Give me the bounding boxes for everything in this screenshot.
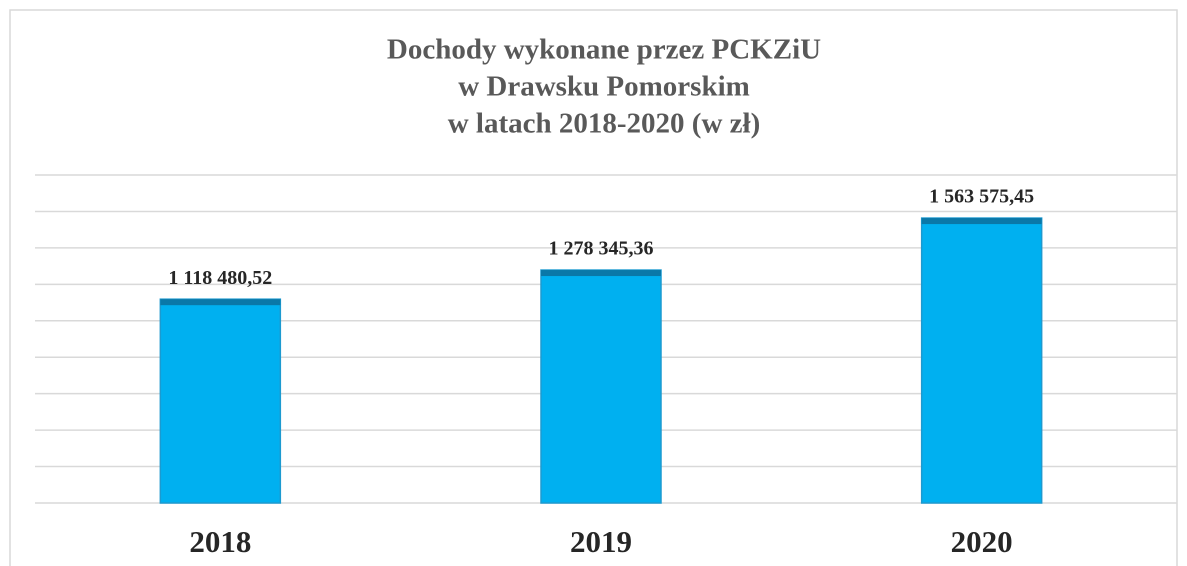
chart-title: w Drawsku Pomorskim: [458, 71, 750, 103]
x-tick-label: 2018: [189, 524, 251, 559]
bar: [920, 217, 1043, 504]
bar-top-edge: [541, 270, 661, 277]
x-tick-label: 2019: [570, 524, 632, 559]
bar: [159, 298, 282, 504]
chart-title: w latach 2018-2020 (w zł): [448, 108, 761, 140]
chart-frame: [9, 9, 1178, 566]
chart-title: Dochody wykonane przez PCKZiU: [387, 34, 821, 66]
value-label: 1 278 345,36: [549, 238, 654, 260]
value-label: 1 563 575,45: [929, 186, 1034, 208]
bar: [540, 269, 662, 504]
bar-top-edge: [921, 218, 1042, 225]
bar-top-edge: [160, 299, 281, 306]
value-label: 1 118 480,52: [168, 267, 272, 289]
x-tick-label: 2020: [951, 524, 1013, 559]
